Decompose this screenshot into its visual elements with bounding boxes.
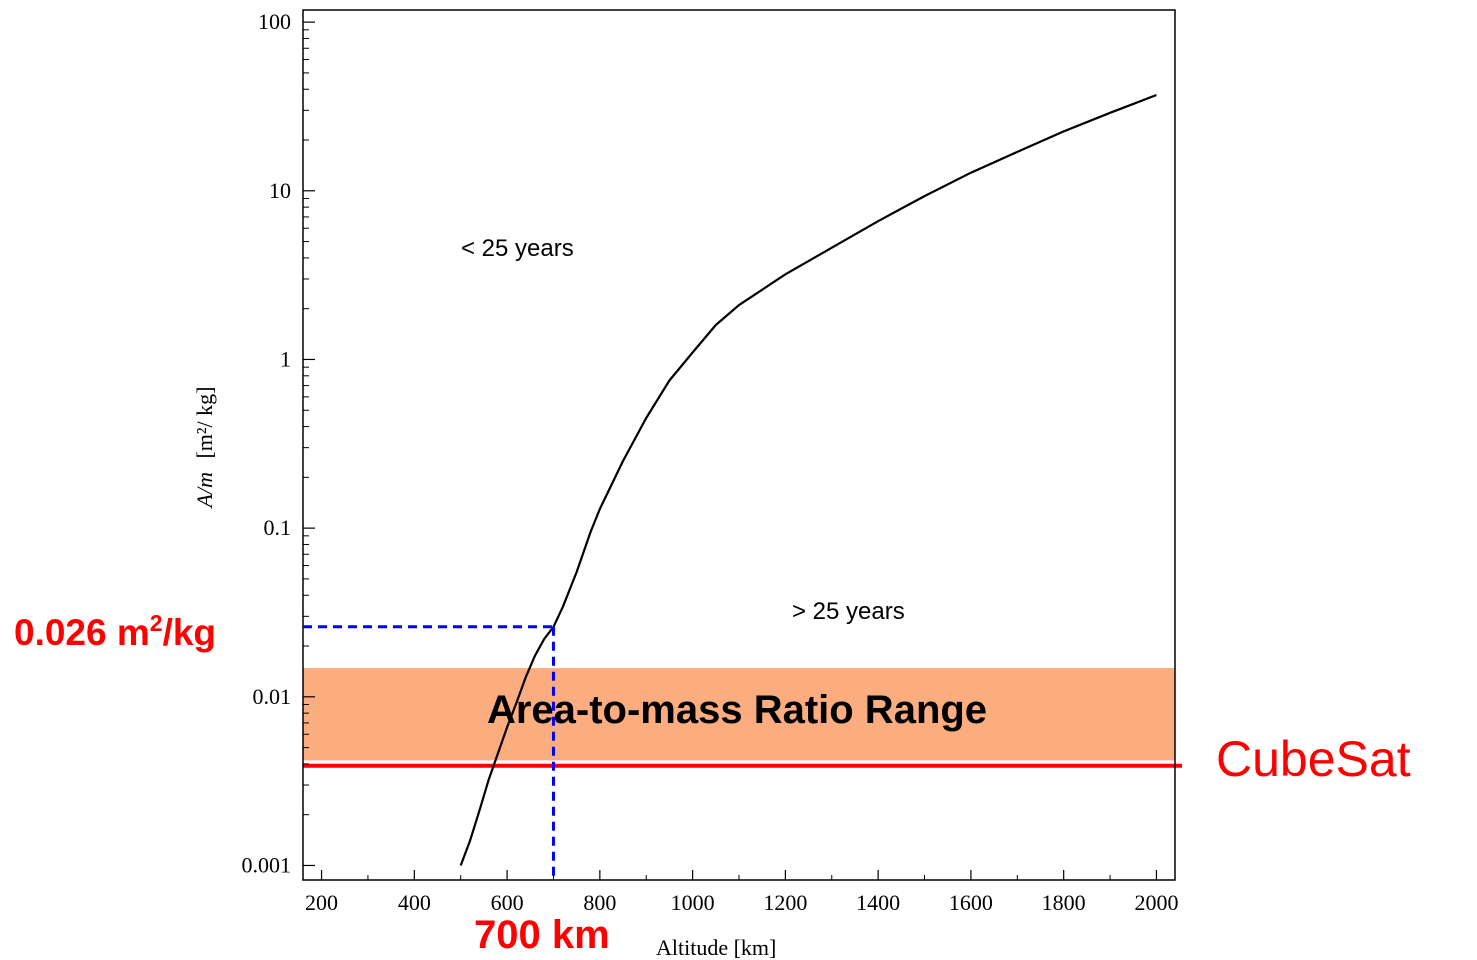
- y-tick-label: 10: [269, 178, 291, 203]
- region-label-above: < 25 years: [461, 235, 574, 262]
- ticks-layer: 200 400 600 800 1000 1200 1400 1600 1800 2000 0.00…: [242, 9, 1179, 915]
- x-tick-label: 1400: [856, 890, 900, 915]
- marker-y-label-unit: /kg: [163, 612, 216, 653]
- y-tick-label: 0.001: [242, 852, 292, 877]
- y-tick-label: 100: [258, 9, 291, 34]
- x-axis-title: Altitude [km]: [656, 935, 776, 960]
- ratio-range-band: [303, 668, 1175, 761]
- y-tick-label: 1: [280, 346, 291, 371]
- y-axis-title-unit: [m²/ kg]: [192, 387, 217, 459]
- x-tick-label: 600: [491, 890, 524, 915]
- x-tick-label: 2000: [1134, 890, 1178, 915]
- marker-y-label-sup: 2: [150, 610, 163, 636]
- svg-text:A/m [m²/ kg]: A/m [m²/ kg]: [192, 387, 217, 510]
- x-tick-label: 1000: [671, 890, 715, 915]
- band-label: Area-to-mass Ratio Range: [487, 688, 987, 732]
- cubesat-label: CubeSat: [1216, 731, 1411, 787]
- y-axis-title: A/m [m²/ kg]: [192, 387, 217, 510]
- marker-y-label: 0.026 m2/kg: [14, 610, 216, 653]
- y-tick-label: 0.1: [264, 515, 292, 540]
- marker-y-label-value: 0.026 m: [14, 612, 150, 653]
- x-tick-label: 1800: [1042, 890, 1086, 915]
- x-tick-label: 800: [583, 890, 616, 915]
- curve-layer: [459, 93, 1157, 866]
- decay-threshold-curve: [459, 93, 1157, 866]
- y-tick-label: 0.01: [253, 684, 292, 709]
- y-axis-title-main: A/m: [192, 472, 217, 509]
- x-tick-label: 1200: [763, 890, 807, 915]
- x-tick-label: 1600: [949, 890, 993, 915]
- marker-layer: [303, 625, 555, 880]
- x-tick-label: 200: [305, 890, 338, 915]
- marker-x-label: 700 km: [474, 913, 610, 957]
- x-tick-label: 400: [398, 890, 431, 915]
- region-label-below: > 25 years: [792, 598, 905, 625]
- ratio-range-band-layer: [303, 668, 1182, 768]
